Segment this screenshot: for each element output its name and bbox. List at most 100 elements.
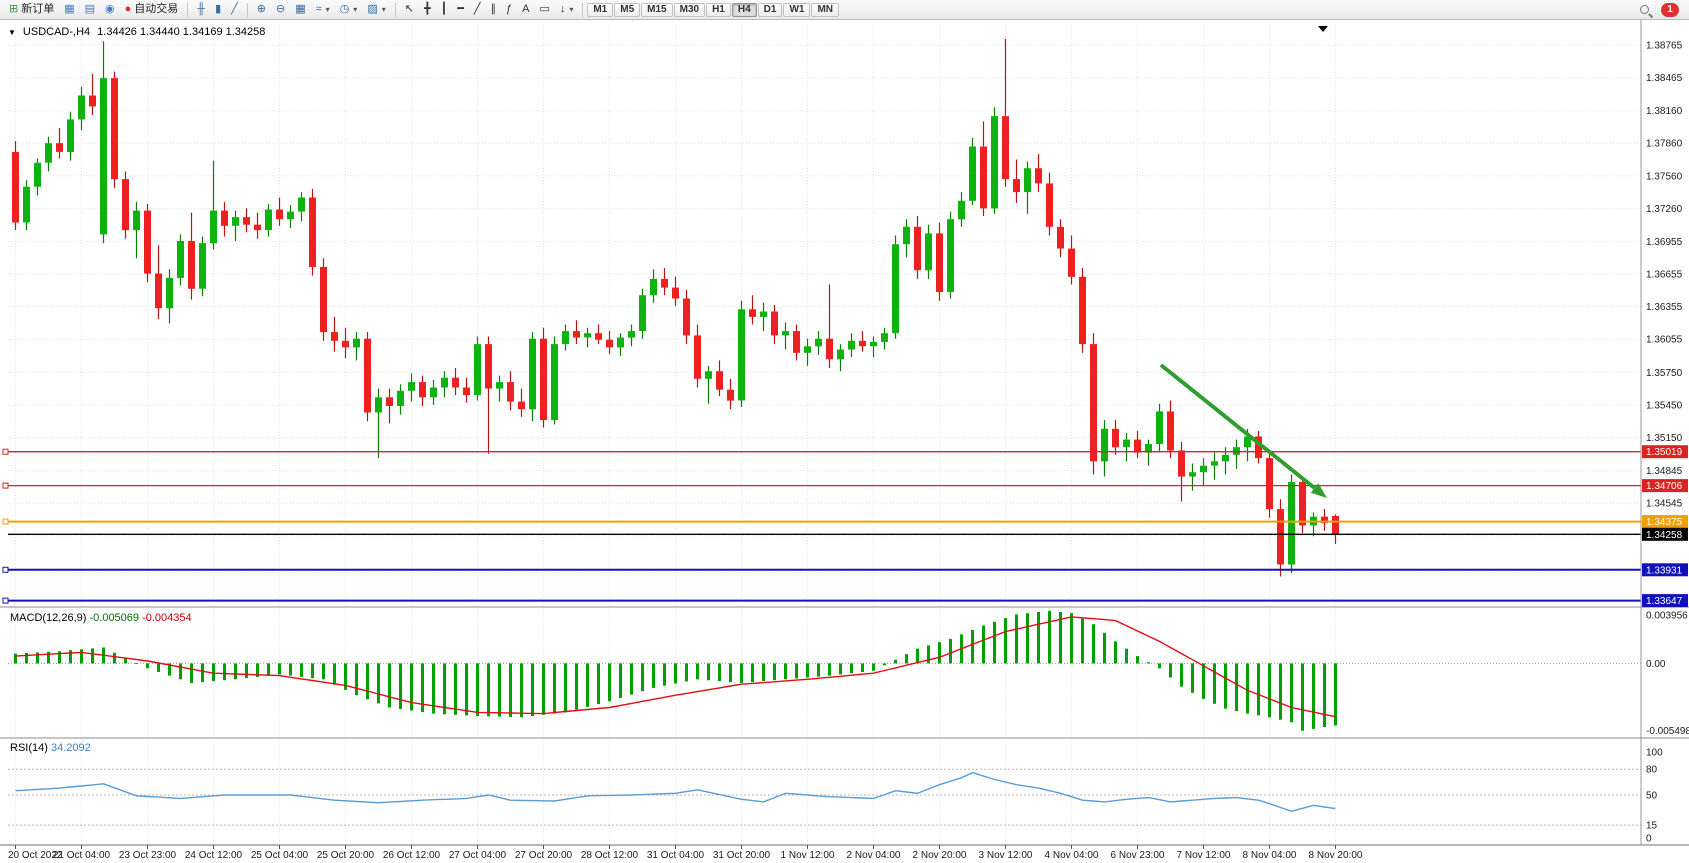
svg-text:8 Nov 20:00: 8 Nov 20:00 [1309, 850, 1363, 861]
line-chart-button[interactable]: ╱ [226, 2, 243, 17]
autotrading-button[interactable]: ● 自动交易 [120, 2, 184, 17]
indicators-button[interactable]: ≈ ▾ [311, 2, 335, 17]
tf-h1-button[interactable]: H1 [706, 2, 731, 17]
zoom-out-button[interactable]: ⊖ [271, 2, 290, 17]
channel-button[interactable]: ∥ [485, 2, 501, 17]
text-icon: A [522, 3, 530, 15]
svg-text:0.00: 0.00 [1646, 659, 1666, 670]
toolbar-separator [187, 2, 189, 17]
text-label-icon: ▭ [539, 3, 550, 15]
svg-text:1 Nov 12:00: 1 Nov 12:00 [781, 850, 835, 861]
bar-chart-button[interactable]: ╫ [192, 2, 210, 17]
chevron-down-icon: ▾ [325, 4, 330, 14]
candlestick-button[interactable]: ▮ [210, 2, 226, 17]
notification-badge[interactable]: 1 [1661, 2, 1679, 17]
data-window-button[interactable]: ◉ [100, 2, 120, 17]
trendline-button[interactable]: ╱ [469, 2, 486, 17]
trendline-icon: ╱ [473, 3, 481, 15]
price-badge [1642, 479, 1688, 493]
cursor-icon: ↖ [404, 3, 414, 15]
line-handle [2, 597, 9, 604]
tf-mn-button[interactable]: MN [811, 2, 840, 17]
svg-text:27 Oct 04:00: 27 Oct 04:00 [449, 850, 507, 861]
tf-m1-button[interactable]: M1 [587, 2, 614, 17]
svg-text:0.003956: 0.003956 [1646, 611, 1688, 622]
svg-text:0: 0 [1646, 834, 1652, 845]
search-icon-circle [1640, 4, 1649, 14]
tf-d1-button-label: D1 [763, 3, 777, 15]
fibonacci-button[interactable]: ƒ [501, 2, 517, 17]
svg-text:100: 100 [1646, 748, 1663, 759]
svg-text:31 Oct 04:00: 31 Oct 04:00 [647, 850, 705, 861]
new-order-button[interactable]: ⊞ 新订单 [4, 2, 59, 17]
price-level-lines[interactable] [2, 448, 1641, 604]
svg-text:1.37860: 1.37860 [1646, 139, 1683, 150]
svg-text:27 Oct 20:00: 27 Oct 20:00 [515, 850, 573, 861]
svg-text:1.37260: 1.37260 [1646, 204, 1683, 215]
tile-windows-button[interactable]: ▦ [290, 2, 310, 17]
svg-text:25 Oct 04:00: 25 Oct 04:00 [251, 850, 309, 861]
cursor-button[interactable]: ↖ [400, 2, 419, 17]
chart-area[interactable]: ▼ USDCAD-,H4 1.34426 1.34440 1.34169 1.3… [0, 20, 1689, 863]
svg-text:1.38765: 1.38765 [1646, 41, 1683, 52]
chart-shift-marker [1318, 26, 1328, 32]
label-button[interactable]: ▭ [534, 2, 554, 17]
trend-arrow[interactable] [1159, 363, 1327, 498]
svg-text:25 Oct 20:00: 25 Oct 20:00 [317, 850, 375, 861]
rsi-line [15, 771, 1336, 813]
svg-text:28 Oct 12:00: 28 Oct 12:00 [581, 850, 639, 861]
data-window-icon: ◉ [105, 3, 115, 15]
tf-w1-button[interactable]: W1 [783, 2, 811, 17]
window-menu-icon[interactable]: ▼ [8, 27, 16, 37]
svg-text:24 Oct 12:00: 24 Oct 12:00 [185, 850, 243, 861]
price-gridlines [8, 44, 1641, 602]
svg-text:23 Oct 23:00: 23 Oct 23:00 [119, 850, 177, 861]
zoom-in-button[interactable]: ⊕ [252, 2, 271, 17]
macd-pane: MACD(12,26,9) -0.005069 -0.004354 [8, 610, 1641, 731]
equidistant-channel-icon: ∥ [490, 3, 496, 15]
price-badge [1642, 594, 1688, 608]
arrows-button[interactable]: ↓ ▾ [555, 2, 579, 17]
crosshair-icon: ╋ [423, 3, 431, 15]
horizontal-line-button[interactable]: ━ [452, 2, 469, 17]
new-order-icon: ⊞ [9, 3, 19, 15]
svg-text:1.37560: 1.37560 [1646, 171, 1683, 182]
tf-m5-button[interactable]: M5 [614, 2, 641, 17]
tf-d1-button[interactable]: D1 [757, 2, 783, 17]
svg-text:50: 50 [1646, 791, 1658, 802]
chart-symbol-period: USDCAD-,H4 [22, 26, 91, 38]
toolbar: ⊞ 新订单 ▦ ▤ ◉ ● 自动交易 ╫ ▮ ╱ ⊕ ⊖ ▦ ≈ ▾ ◷ ▾ ▨ ▾ ↖ ╋ ┃ ━ ╱ ∥ ƒ A ▭ ↓ ▾ M1 M5 M… [0, 0, 1689, 20]
templates-button[interactable]: ▨ ▾ [362, 2, 390, 17]
tf-m30-button[interactable]: M30 [673, 2, 706, 17]
search-icon[interactable] [1638, 3, 1653, 19]
crosshair-button[interactable]: ╋ [419, 2, 436, 17]
profiles-button[interactable]: ▤ [80, 2, 100, 17]
price-badges: 1.35019 1.34706 1.34375 1.33931 1.33647 1.342… [1642, 445, 1688, 608]
price-axis: 1.38765 1.38465 1.38160 1.37860 1.37560 1.372… [1646, 41, 1689, 845]
chart-ohlc-values: 1.34426 1.34440 1.34169 1.34258 [97, 26, 266, 38]
line-handle [2, 482, 9, 489]
horizontal-line-icon: ━ [457, 3, 464, 15]
svg-text:31 Oct 20:00: 31 Oct 20:00 [713, 850, 771, 861]
svg-text:4 Nov 04:00: 4 Nov 04:00 [1045, 850, 1099, 861]
text-button[interactable]: A [517, 2, 534, 17]
svg-text:1.35450: 1.35450 [1646, 400, 1683, 411]
new-order-button-label: 新订单 [21, 3, 55, 15]
toolbar-separator [246, 2, 248, 17]
macd-label: MACD(12,26,9) -0.005069 -0.004354 [10, 612, 192, 624]
tf-m15-button[interactable]: M15 [641, 2, 673, 17]
svg-text:1.34258: 1.34258 [1646, 530, 1683, 541]
svg-text:1.33647: 1.33647 [1646, 596, 1683, 607]
svg-text:8 Nov 04:00: 8 Nov 04:00 [1243, 850, 1297, 861]
vertical-line-button[interactable]: ┃ [436, 2, 453, 17]
svg-text:15: 15 [1646, 821, 1658, 832]
new-chart-button[interactable]: ▦ [59, 2, 79, 17]
svg-text:1.36055: 1.36055 [1646, 335, 1683, 346]
svg-text:26 Oct 12:00: 26 Oct 12:00 [383, 850, 441, 861]
periods-button[interactable]: ◷ ▾ [335, 2, 363, 17]
svg-text:20 Oct 2022: 20 Oct 2022 [8, 850, 63, 861]
arrow-objects-icon: ↓ [559, 3, 566, 15]
toolbar-groups: ⊞ 新订单 ▦ ▤ ◉ ● 自动交易 ╫ ▮ ╱ ⊕ ⊖ ▦ ≈ ▾ ◷ ▾ ▨ ▾ ↖ ╋ ┃ ━ ╱ ∥ ƒ A ▭ ↓ ▾ M1 M5 M… [4, 0, 840, 19]
tf-h4-button[interactable]: H4 [731, 2, 757, 17]
